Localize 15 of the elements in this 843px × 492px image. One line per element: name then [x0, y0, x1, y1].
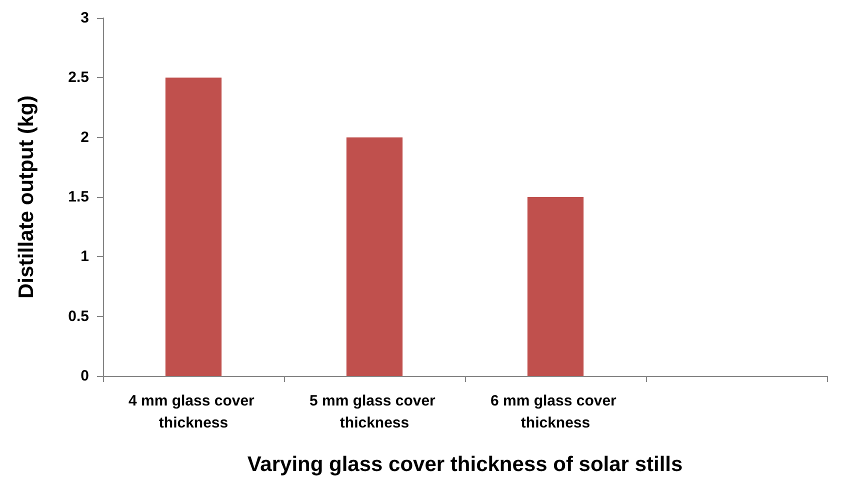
y-axis-title: Distillate output (kg): [15, 96, 38, 298]
x-tick-label: 4 mm glass cover thickness: [128, 392, 259, 432]
y-tick-label: 2.5: [68, 69, 89, 86]
bar: [346, 137, 403, 376]
y-tick-label: 0: [80, 368, 89, 384]
x-tick-label: 6 mm glass cover thickness: [490, 392, 621, 432]
y-tick-label: 0.5: [68, 308, 89, 325]
x-tick-label: 5 mm glass cover thickness: [309, 392, 440, 432]
x-axis-title: Varying glass cover thickness of solar stills: [247, 453, 683, 476]
y-tick-label: 3: [80, 10, 89, 26]
bar: [165, 78, 222, 376]
bar: [527, 197, 584, 376]
y-tick-label: 1: [80, 248, 89, 266]
y-tick-label: 1.5: [68, 188, 89, 206]
y-tick-label: 2: [80, 128, 89, 146]
